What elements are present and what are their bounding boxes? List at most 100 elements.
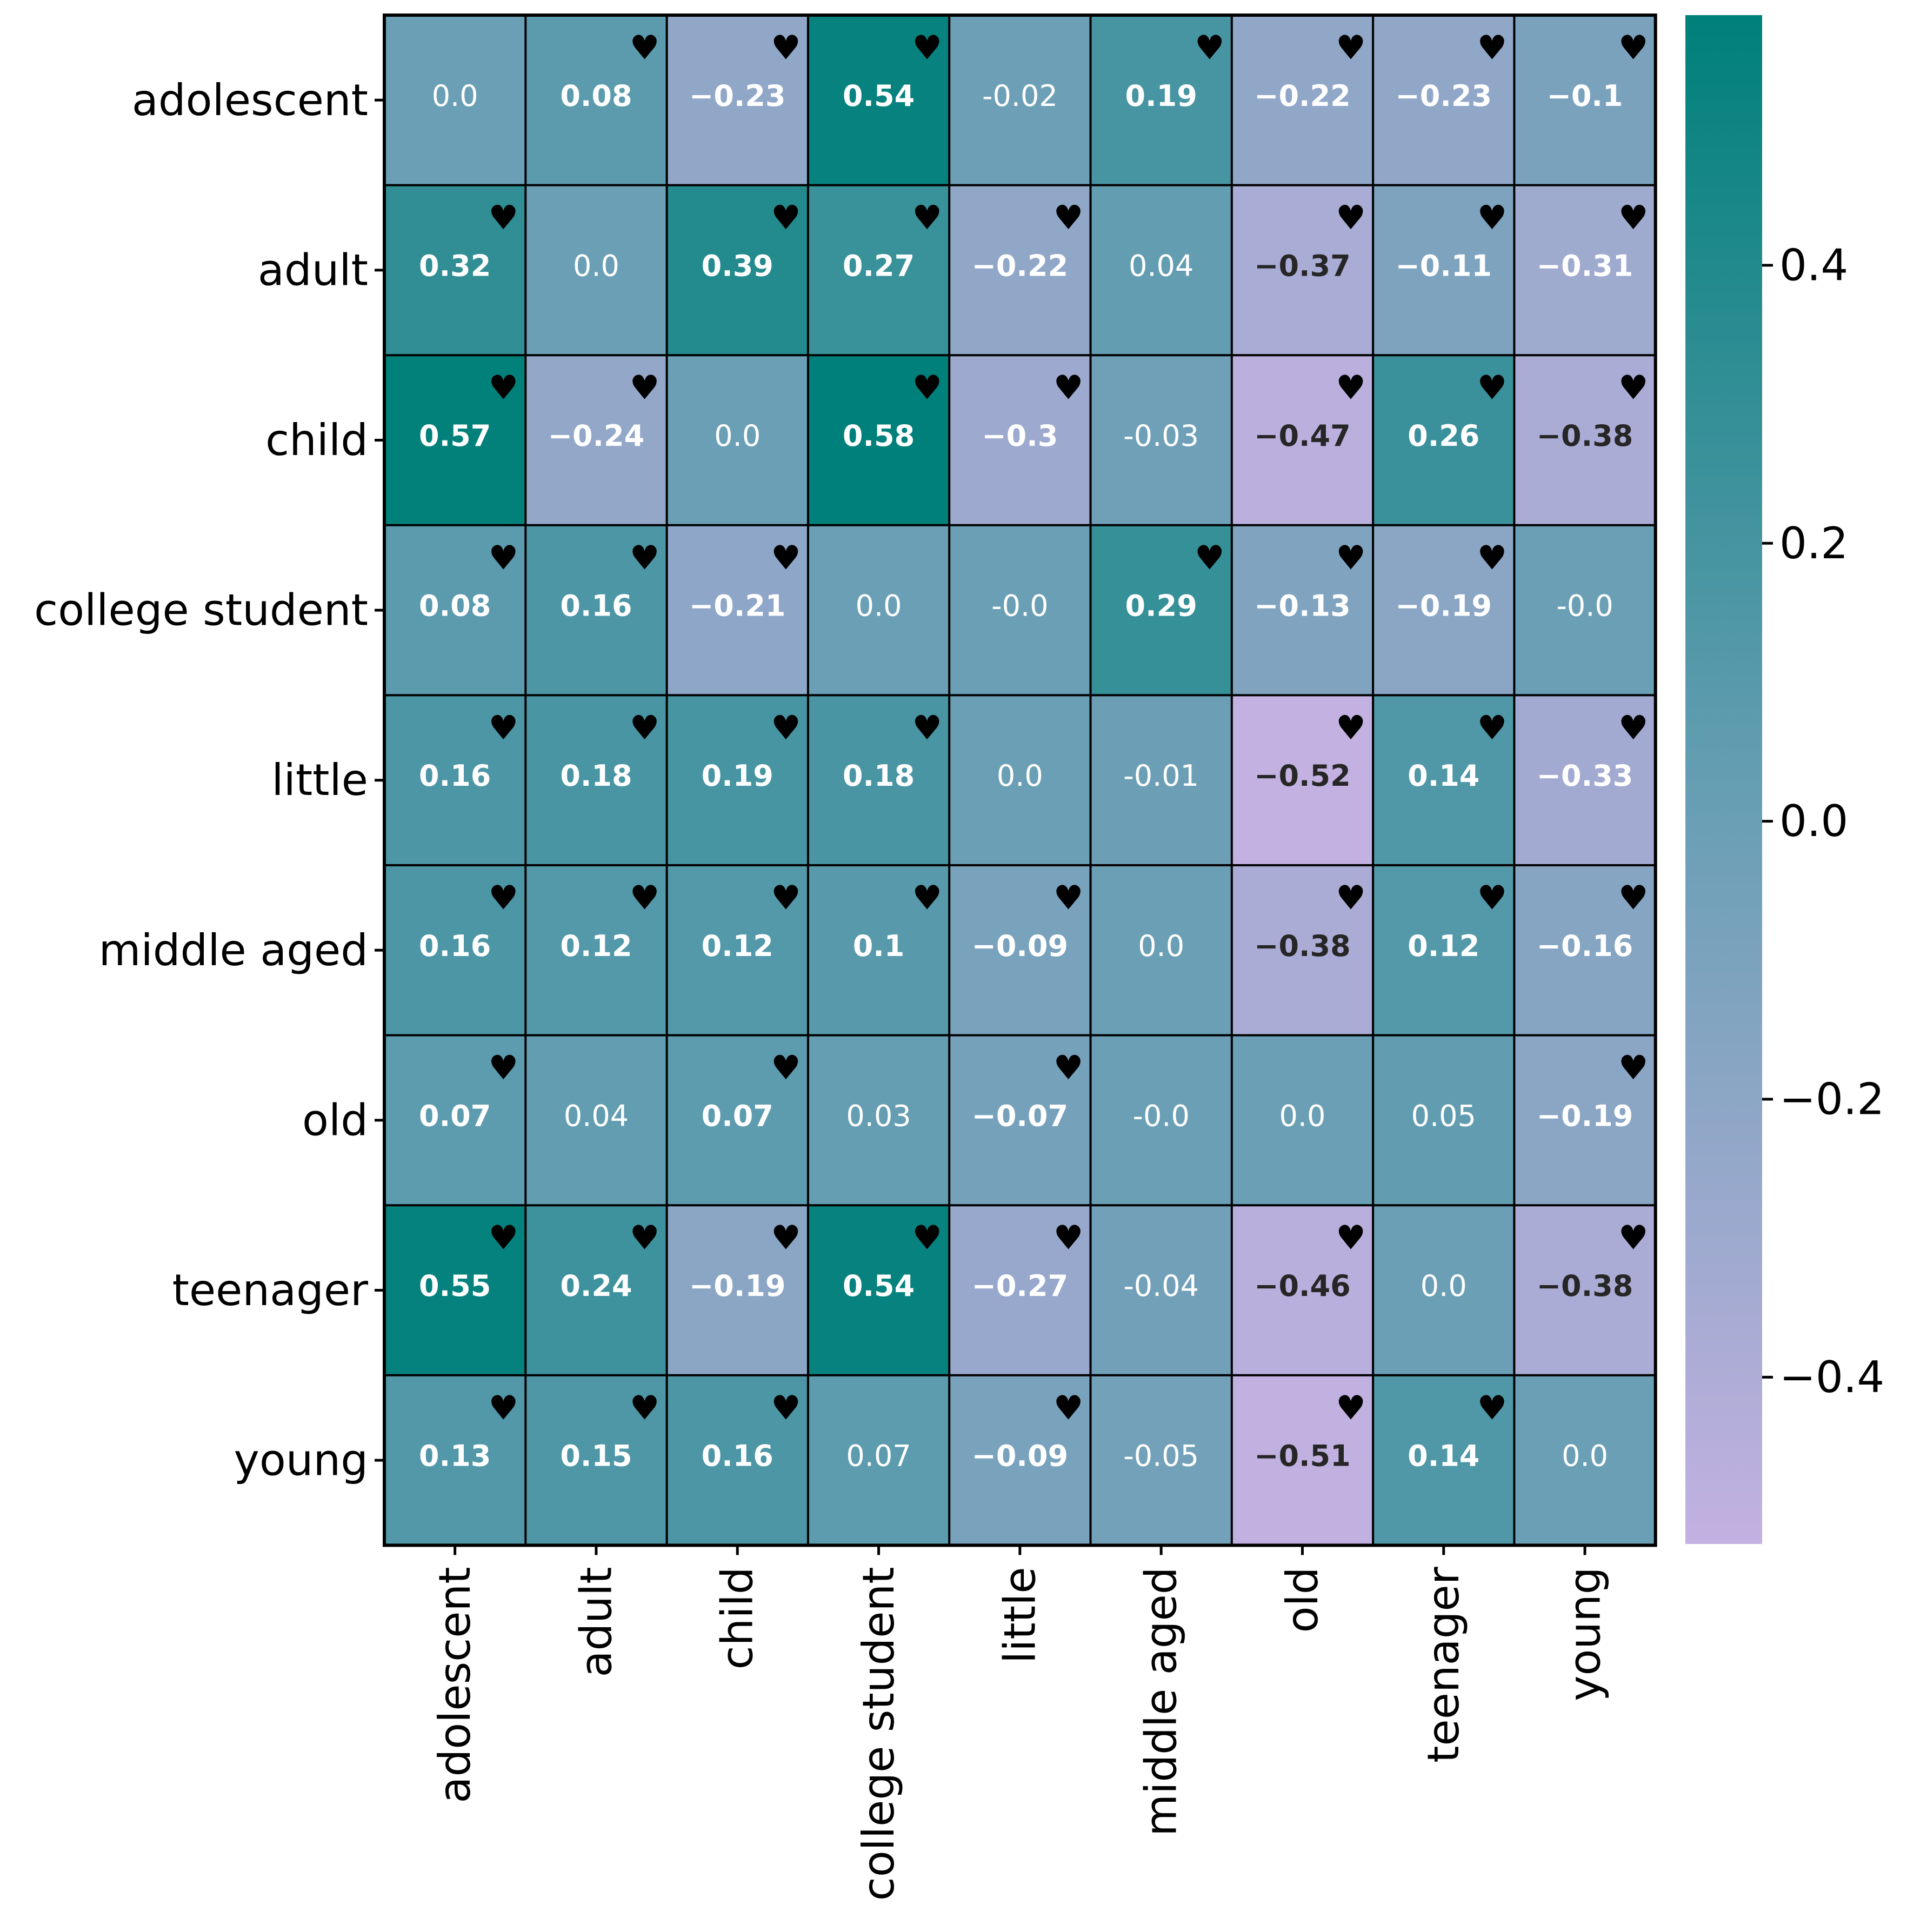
cell-value-label: −0.1	[1547, 79, 1623, 113]
cell-value-label: −0.3	[982, 419, 1058, 453]
colorbar-tick-label: 0.2	[1779, 518, 1848, 569]
heatmap-cells	[384, 15, 1656, 1546]
heatmap-cell-college-student-middle-aged	[1090, 525, 1232, 696]
heart-icon: ♥	[1336, 198, 1366, 237]
heatmap-cell-teenager-adolescent	[384, 1205, 526, 1375]
heart-icon: ♥	[1195, 538, 1225, 577]
heart-icon: ♥	[912, 708, 942, 747]
heatmap-cell-child-adolescent	[384, 355, 526, 525]
cell-value-label: −0.19	[1396, 589, 1492, 623]
y-tick-label: college student	[34, 585, 368, 636]
heatmap-cell-adult-old	[1231, 185, 1373, 356]
heatmap-cell-adult-young	[1514, 185, 1656, 356]
cell-value-label: -0.05	[1123, 1439, 1199, 1473]
heatmap-cell-old-young	[1514, 1035, 1656, 1206]
x-tick-label: child	[712, 1567, 763, 1669]
cell-value-label: −0.31	[1537, 249, 1633, 283]
cell-value-label: −0.09	[972, 929, 1068, 963]
heart-icon: ♥	[1336, 28, 1366, 68]
heatmap-cell-little-adult	[525, 695, 667, 865]
cell-value-label: 0.57	[419, 419, 491, 453]
heart-icon: ♥	[771, 28, 801, 68]
cell-value-label: 0.13	[419, 1439, 491, 1473]
heatmap-cell-little-child	[666, 695, 808, 865]
cell-value-label: 0.0	[573, 249, 619, 283]
heart-icon: ♥	[1618, 28, 1649, 68]
cell-value-label: −0.09	[972, 1439, 1068, 1473]
heatmap-cell-young-teenager	[1373, 1375, 1515, 1546]
y-tick-label: middle aged	[99, 925, 368, 975]
heatmap-cell-teenager-young	[1514, 1205, 1656, 1375]
cell-value-label: 0.0	[997, 759, 1043, 793]
heatmap-cell-child-teenager	[1373, 355, 1515, 525]
heatmap-cell-little-middle-aged	[1090, 695, 1232, 865]
heatmap-cell-little-old	[1231, 695, 1373, 865]
x-tick-label: middle aged	[1136, 1567, 1186, 1836]
colorbar-tick-label: 0.0	[1779, 796, 1848, 846]
cell-value-label: 0.54	[843, 1269, 915, 1303]
cell-value-label: −0.38	[1254, 929, 1350, 963]
cell-value-label: 0.0	[856, 589, 902, 623]
heatmap-cell-adolescent-little	[949, 15, 1091, 185]
cell-value-label: 0.0	[1138, 929, 1184, 963]
heatmap-cell-old-teenager	[1373, 1035, 1515, 1206]
heart-icon: ♥	[912, 1218, 942, 1258]
heatmap-cell-middle-aged-old	[1231, 865, 1373, 1035]
cell-value-label: 0.08	[419, 589, 491, 623]
heart-icon: ♥	[630, 708, 660, 747]
colorbar-tick-label: 0.4	[1779, 240, 1848, 290]
heatmap-cell-old-middle-aged	[1090, 1035, 1232, 1206]
heatmap-cell-middle-aged-child	[666, 865, 808, 1035]
cell-value-label: 0.58	[843, 419, 915, 453]
cell-value-label: 0.0	[714, 419, 761, 453]
cell-value-label: 0.16	[419, 759, 491, 793]
heatmap-cell-young-college-student	[808, 1375, 950, 1546]
heatmap-cell-adult-teenager	[1373, 185, 1515, 356]
heatmap-cell-college-student-child	[666, 525, 808, 696]
cell-value-label: -0.02	[982, 79, 1058, 113]
cell-value-label: 0.18	[843, 759, 915, 793]
cell-value-label: −0.16	[1537, 929, 1633, 963]
heart-icon: ♥	[1336, 1218, 1366, 1258]
heatmap-cell-child-adult	[525, 355, 667, 525]
cell-value-label: −0.21	[689, 589, 785, 623]
cell-value-label: 0.16	[419, 929, 491, 963]
cell-value-label: 0.18	[560, 759, 632, 793]
heatmap-cell-adult-child	[666, 185, 808, 356]
x-axis: adolescent adult child college student littl…	[430, 1545, 1610, 1901]
heatmap-cell-old-child	[666, 1035, 808, 1206]
heart-icon: ♥	[1053, 198, 1084, 237]
heart-icon: ♥	[771, 1388, 801, 1427]
heatmap-cell-old-old	[1231, 1035, 1373, 1206]
heart-icon: ♥	[912, 878, 942, 918]
heart-icon: ♥	[771, 538, 801, 577]
heatmap-cell-little-college-student	[808, 695, 950, 865]
cell-value-label: −0.27	[972, 1269, 1068, 1303]
heatmap-cell-adolescent-college-student	[808, 15, 950, 185]
heatmap-cell-little-teenager	[1373, 695, 1515, 865]
heatmap-cell-old-little	[949, 1035, 1091, 1206]
heart-icon: ♥	[489, 368, 519, 407]
heart-icon: ♥	[630, 28, 660, 68]
heatmap-cell-adult-adult	[525, 185, 667, 356]
heatmap-cell-child-young	[1514, 355, 1656, 525]
heatmap-cell-adult-college-student	[808, 185, 950, 356]
heatmap-cell-adult-little	[949, 185, 1091, 356]
heart-icon: ♥	[1477, 1388, 1508, 1427]
significance-markers: ♥ ♥ ♥ ♥ ♥ ♥ ♥ ♥ ♥ ♥ ♥ ♥ ♥ ♥ ♥ ♥ ♥ ♥ ♥ ♥ ♥ ♥ ♥ ♥ ♥ ♥ ♥ ♥ ♥ ♥ ♥ ♥ ♥ ♥ ♥ ♥ ♥ ♥ ♥ ♥…	[489, 28, 1649, 1428]
heatmap-cell-young-adolescent	[384, 1375, 526, 1546]
cell-value-label: 0.14	[1408, 1439, 1479, 1473]
cell-value-label: 0.05	[1411, 1099, 1476, 1133]
heart-icon: ♥	[630, 538, 660, 577]
cell-value-label: −0.22	[972, 249, 1068, 283]
cell-value-label: -0.04	[1123, 1269, 1199, 1303]
heart-icon: ♥	[630, 1388, 660, 1427]
cell-value-label: −0.47	[1254, 419, 1350, 453]
cell-value-label: −0.33	[1537, 759, 1633, 793]
heatmap-cell-adolescent-adult	[525, 15, 667, 185]
heart-icon: ♥	[489, 198, 519, 237]
heart-icon: ♥	[912, 368, 942, 407]
heatmap-cell-adolescent-child	[666, 15, 808, 185]
cell-value-label: 0.19	[702, 759, 774, 793]
heart-icon: ♥	[630, 878, 660, 918]
